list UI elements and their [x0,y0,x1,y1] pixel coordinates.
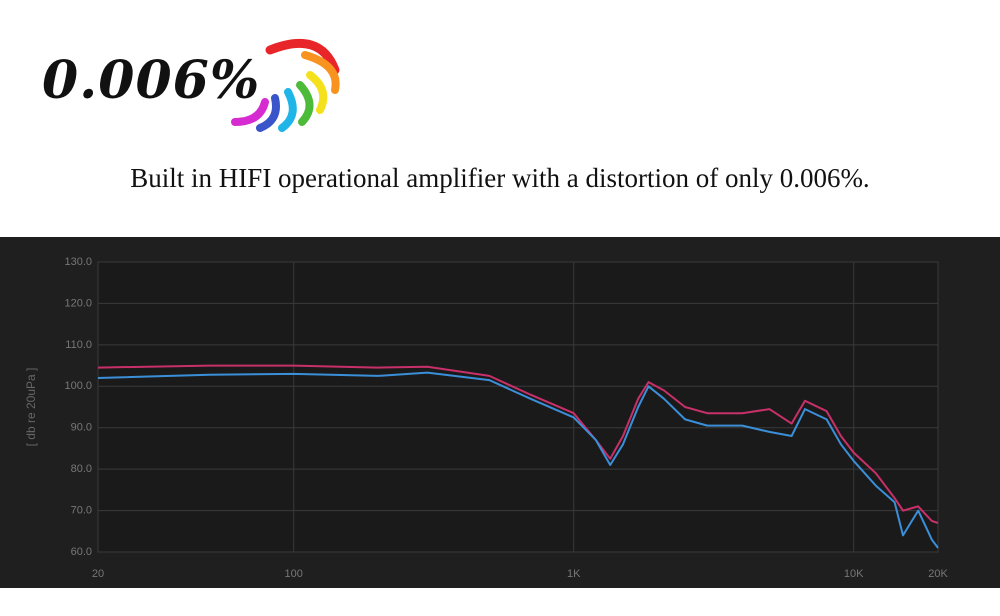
chart: [ db re 20uPa ] 60.0 70.0 80.0 90.0 100.0 110… [0,237,1000,588]
x-tick-label: 100 [285,568,303,580]
x-tick-label: 10K [844,568,864,580]
plot-area [97,261,939,553]
y-tick-label: 110.0 [65,339,92,351]
x-tick-label: 1K [567,568,581,580]
y-tick-label: 130.0 [64,256,92,268]
y-tick-label: 120.0 [64,297,92,309]
y-tick-label: 80.0 [71,463,92,475]
y-tick-label: 100.0 [64,380,92,392]
caption: Built in HIFI operational amplifier with… [130,163,870,193]
y-tick-label: 60.0 [71,546,92,558]
series-line [97,371,939,549]
x-tick-label: 20K [928,568,948,580]
x-tick-label: 20 [92,568,104,580]
rainbow-swirl [231,38,340,132]
series-line [97,364,939,524]
headline: 0.006% [42,50,261,111]
y-tick-label: 70.0 [71,504,92,516]
y-tick-label: 90.0 [71,422,92,434]
y-axis-label: [ db re 20uPa ] [24,368,38,447]
